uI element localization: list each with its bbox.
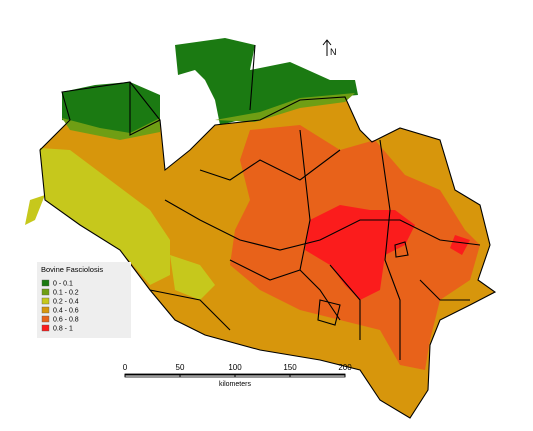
legend-label: 0.6 - 0.8 [53,317,79,324]
district-line [394,241,409,258]
region [62,118,160,140]
north-arrow-head [322,39,332,46]
district-line [379,139,401,360]
region [40,148,170,285]
district-line [149,289,231,331]
district-line [199,149,341,181]
legend-swatch [41,297,50,305]
north-label: N [330,47,337,57]
scale-tick-label: 200 [338,363,352,372]
legend-label: 0.4 - 0.6 [53,308,79,315]
district-line [299,129,311,271]
district-line [317,299,341,326]
district-line [329,264,361,340]
region [62,82,160,135]
legend-swatch [41,279,50,287]
map-regions [25,38,495,418]
district-line [129,82,161,136]
region [170,255,215,300]
district-boundaries [39,44,497,419]
region-outline [39,81,497,419]
region [175,38,358,125]
scale-bar: 0 50 100 150 200 kilometers [123,363,352,388]
legend-swatch [41,315,50,323]
district-line [419,279,470,301]
legend-label: 0.1 - 0.2 [53,290,79,297]
legend-label: 0.2 - 0.4 [53,299,79,306]
legend-label: 0.8 - 1 [53,326,73,333]
legend-swatch [41,306,50,314]
legend-swatch [41,324,50,332]
legend: Bovine Fasciolosis 0 - 0.1 0.1 - 0.2 0.2 -… [37,262,131,338]
district-line [164,199,481,251]
scale-unit: kilometers [219,381,251,388]
scale-tick-label: 100 [228,363,242,372]
scale-tick-label: 50 [176,363,185,372]
district-line [249,44,256,111]
scale-tick-label: 0 [123,363,128,372]
legend-label: 0 - 0.1 [53,281,73,288]
legend-title: Bovine Fasciolosis [41,265,103,274]
legend-swatch [41,288,50,296]
legend-box [37,262,131,338]
region [25,195,45,225]
region [450,235,470,255]
region [305,205,415,300]
north-arrow: N [322,39,337,57]
scale-tick-label: 150 [283,363,297,372]
